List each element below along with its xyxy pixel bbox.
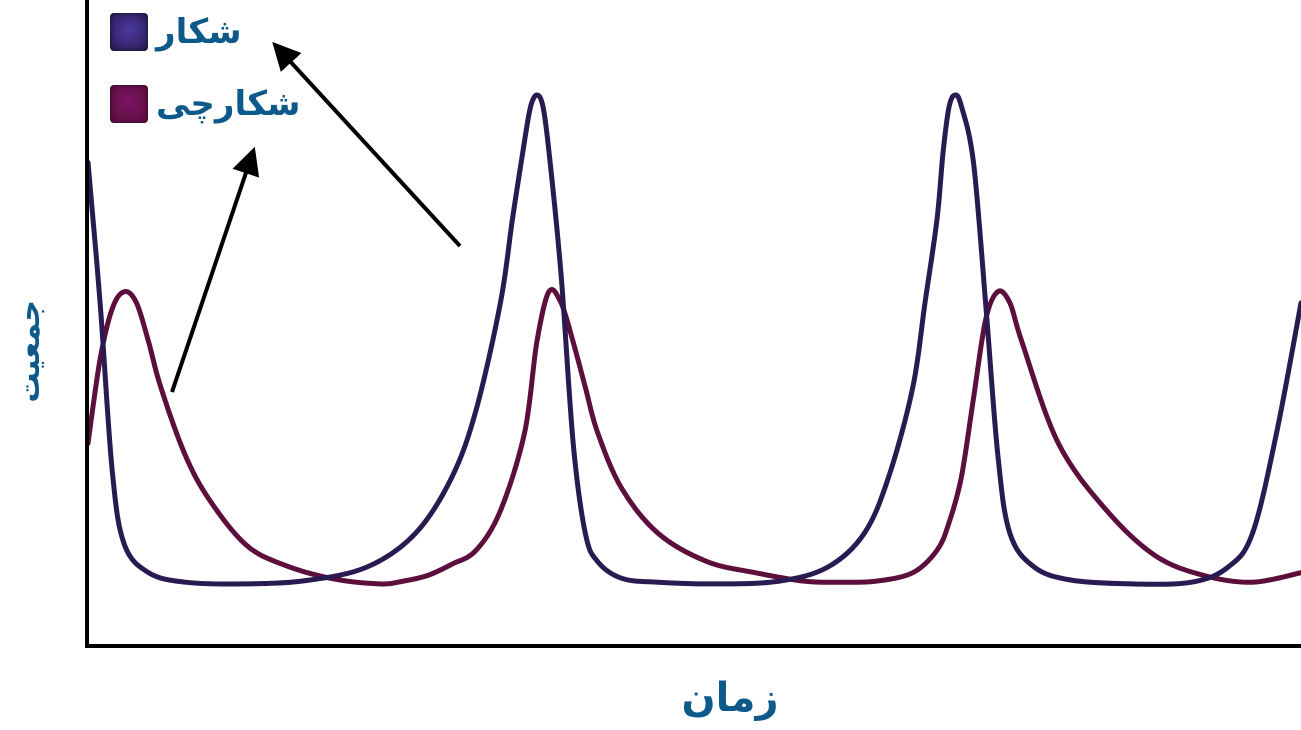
legend-label-predator: شکارچی (156, 84, 301, 124)
series-prey-line (85, 92, 1301, 587)
series-layer (85, 92, 1301, 587)
legend-label-prey: شکار (156, 12, 242, 52)
legend-swatch-prey (110, 13, 148, 51)
legend-item-predator: شکارچی (110, 84, 300, 124)
series-predator-line (85, 286, 1301, 587)
y-axis-title: جمعیت (12, 300, 47, 403)
legend-item-prey: شکار (110, 12, 242, 52)
legend-swatch-predator (110, 85, 148, 123)
annotation-layer (170, 41, 462, 393)
arrow-to-predator-label (170, 146, 260, 393)
x-axis-title: زمان (681, 675, 779, 721)
arrow-to-prey-label (272, 41, 462, 248)
